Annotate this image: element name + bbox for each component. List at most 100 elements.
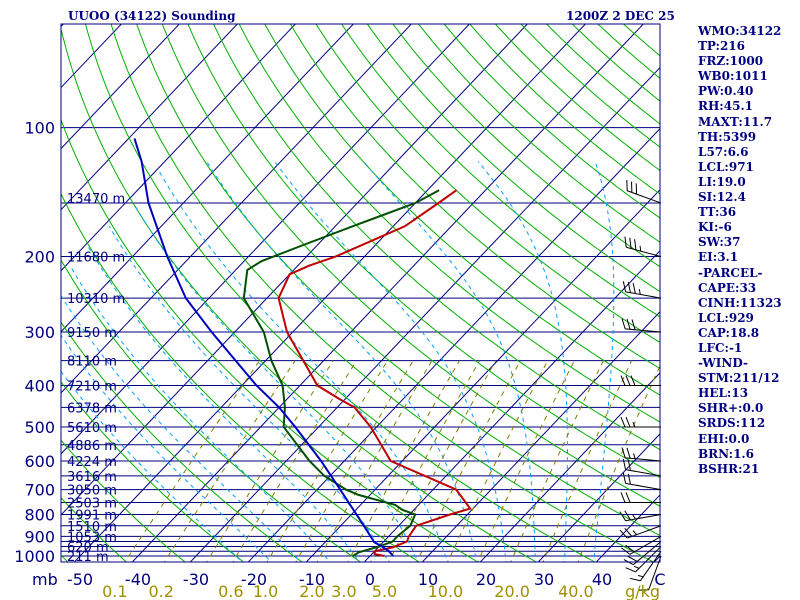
wind-barb-flag [627,555,638,562]
wind-barb-flag [621,318,626,330]
moist-adiabat-line [61,370,243,562]
temperature-tick-label: 0 [365,570,375,589]
index-value: EI:3.1 [698,250,739,265]
height-label: 620 m [67,540,109,555]
wind-barb-flag [620,375,626,386]
pressure-label: 800 [24,505,55,524]
index-value: TP:216 [698,39,746,54]
height-label: 10310 m [67,292,125,307]
wind-barb-half-flag [633,453,636,459]
mixing-ratio-tick-label: 5.0 [372,582,397,600]
mixing-ratio-tick-label: 3.0 [331,582,356,600]
mixing-ratio-tick-label: 0.1 [102,582,127,600]
moist-adiabat-line [363,161,536,562]
dry-adiabat-line [469,24,660,195]
dry-adiabat-line [61,381,245,562]
dewpoint-profile [242,189,440,557]
mixing-ratio-tick-label: g/kg [625,582,660,600]
temperature-tick-label: 10 [418,570,438,589]
index-value: TH:5399 [698,129,757,144]
isotherm-line [61,24,355,333]
isotherm-line [73,24,587,562]
moist-adiabat-line [157,168,448,562]
mixing-ratio-tick-label: 1.0 [253,582,278,600]
dry-adiabat-line [110,24,655,562]
height-label: 5610 m [67,421,117,436]
temperature-tick-label: C [654,570,665,589]
wind-barb [625,513,662,522]
temperature-profile [277,189,472,557]
dry-adiabat-line [494,24,660,172]
wind-barb-flag [624,510,631,521]
wind-barb-flag [625,492,631,503]
index-value: -PARCEL- [698,265,763,280]
height-label: 2503 m [67,496,117,511]
wind-barb-half-flag [638,289,641,295]
isotherm-line [61,24,239,211]
temperature-tick-label: 30 [534,570,554,589]
wind-barb-flag [634,239,637,250]
dry-adiabat-line [187,24,660,479]
dry-adiabat-line [61,439,186,562]
moist-adiabat-line [61,294,302,562]
wind-barb [625,469,662,477]
wind-barb-flag [624,236,627,248]
index-value: EHI:0.0 [698,431,750,446]
dry-adiabat-line [289,24,660,370]
wind-barb-flag [627,282,631,293]
wind-barb-half-flag [632,530,637,535]
dry-adiabat-line [61,259,362,562]
index-value: STM:211/12 [698,371,780,386]
moist-adiabat-line [477,161,568,562]
isotherm-line [305,188,660,562]
wind-barb [627,190,662,204]
dry-adiabat-line [61,26,538,562]
wind-barbs [619,179,662,591]
wind-barb [633,541,662,566]
wind-barb-flag [619,511,626,521]
mixing-ratio-line [163,360,296,562]
isotherm-line [247,127,660,562]
height-label: 13470 m [67,192,125,207]
isotherm-line [363,250,660,562]
index-value: PW:0.40 [698,84,754,99]
height-label: 1053 m [67,530,117,545]
wind-barb [627,525,662,539]
index-value: LI:19.0 [698,174,746,189]
index-value: HEL:13 [698,386,749,401]
pressure-unit-label: mb [32,570,58,589]
temperature-tick-label: 40 [592,570,612,589]
mixing-ratio-line [124,360,260,562]
mixing-ratio-tick-label: 20.0 [494,582,530,600]
wind-barb [625,457,662,462]
mixing-ratio-line [577,364,660,562]
mixing-ratio-tick-label: 2.0 [299,582,324,600]
wind-barb-flag [621,447,626,458]
height-label: 211 m [67,550,109,565]
wind-barb-flag [620,416,626,428]
sounding-profiles [133,138,472,557]
dry-adiabat-line [238,24,660,423]
wind-barb-half-flag [632,421,636,428]
dry-adiabat-line [443,24,660,219]
index-value: KI:-6 [698,220,732,235]
mixing-ratio-line [510,360,604,562]
wind-barb-flag [629,577,641,582]
dry-adiabat-line [366,24,660,293]
wind-barb-flag [619,529,628,539]
chart-grid [61,24,660,562]
height-label: 9150 m [67,326,117,341]
wind-barb-flag [631,319,636,330]
wind-barb [639,551,662,582]
index-value: FRZ:1000 [698,54,764,69]
mixing-ratio-line [347,360,460,562]
wind-barb [625,482,662,491]
dry-adiabat-line [315,24,660,344]
isotherm-line [189,66,660,562]
valid-time: 1200Z 2 DEC 25 [566,9,675,23]
dry-adiabat-line [61,118,479,562]
index-value: WMO:34122 [698,24,782,38]
moist-adiabat-line [87,246,360,562]
